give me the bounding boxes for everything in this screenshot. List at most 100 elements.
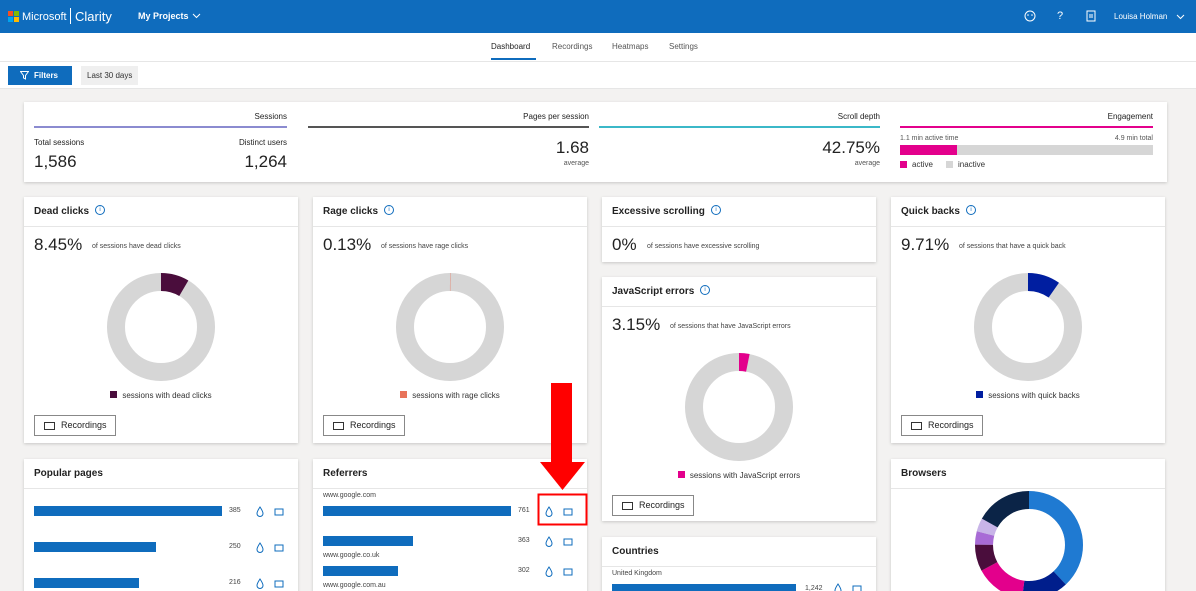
engagement-inactive	[900, 145, 1153, 155]
tab[interactable]: Settings	[669, 42, 698, 51]
info-icon: i	[95, 205, 105, 215]
card: JavaScript errors i 3.15% of sessions that …	[602, 277, 876, 521]
card: Countries United Kingdom 1,242	[602, 537, 876, 591]
bar	[34, 506, 222, 516]
legend-label: inactive	[958, 160, 986, 169]
metric-description: of sessions have excessive scrolling	[647, 243, 760, 250]
heatmap-icon	[256, 506, 264, 517]
divider	[24, 488, 298, 489]
bar	[323, 536, 413, 546]
legend-swatch	[110, 391, 118, 398]
recording-icon	[563, 538, 573, 546]
help-icon[interactable]: ?	[1057, 10, 1064, 22]
summary-value: 1,264	[244, 152, 287, 171]
bar	[323, 566, 398, 576]
toolbar: Filters Last 30 days	[0, 62, 1196, 89]
legend-swatch	[400, 391, 408, 398]
feedback-icon[interactable]	[1024, 10, 1036, 22]
row-actions[interactable]	[256, 578, 286, 590]
donut-segment	[975, 491, 1083, 591]
legend-label: active	[912, 160, 933, 169]
summary-card: Sessions Total sessions 1,586 Distinct u…	[24, 102, 1167, 182]
tab-bar	[0, 33, 1196, 62]
summary-title: Pages per session	[523, 112, 589, 121]
divider	[602, 566, 876, 567]
donut-track	[974, 273, 1082, 381]
card-title: Quick backs	[901, 206, 960, 217]
bar	[34, 578, 140, 588]
summary-title: Scroll depth	[837, 112, 880, 121]
recordings-button[interactable]: Recordings	[901, 415, 983, 436]
metric-description: of sessions have rage clicks	[381, 243, 469, 250]
recording-icon	[274, 580, 284, 588]
row-actions[interactable]	[545, 536, 575, 548]
metric-value: 8.45%	[34, 235, 83, 254]
date-range[interactable]: Last 30 days	[81, 66, 139, 85]
row-actions[interactable]	[256, 506, 286, 518]
row-actions[interactable]	[545, 566, 575, 578]
tab[interactable]: Heatmaps	[612, 42, 649, 51]
docs-icon[interactable]	[1086, 10, 1096, 22]
row-actions[interactable]	[834, 583, 864, 591]
heatmap-icon	[256, 578, 264, 589]
engagement-active-label: 1.1 min active time	[900, 135, 959, 142]
recording-icon	[274, 544, 284, 552]
divider	[313, 226, 587, 227]
card-title: Popular pages	[34, 468, 103, 479]
legend-swatch	[976, 391, 984, 398]
heatmap-icon	[256, 542, 264, 553]
logo	[8, 11, 19, 22]
summary-value: 1.68	[555, 138, 589, 157]
donut	[685, 353, 793, 461]
card-title: Browsers	[901, 468, 947, 479]
legend-label: sessions with quick backs	[988, 391, 1080, 400]
summary-title: Engagement	[1107, 112, 1153, 121]
button-label: Recordings	[350, 420, 396, 430]
project-menu[interactable]: My Projects	[138, 11, 189, 21]
summary-title: Sessions	[254, 112, 287, 121]
legend-label: sessions with rage clicks	[412, 391, 500, 400]
legend: sessions with dead clicks	[24, 391, 298, 400]
engagement-legend: active inactive	[900, 160, 1153, 170]
row-actions[interactable]	[256, 542, 286, 554]
recording-icon	[563, 508, 573, 516]
user-menu[interactable]: Louisa Holman	[1114, 12, 1168, 21]
bar	[612, 584, 796, 591]
card: Quick backs i 9.71% of sessions that have a…	[891, 197, 1165, 443]
metric-description: of sessions have dead clicks	[92, 243, 181, 250]
product: Clarity	[75, 9, 112, 24]
filters-button[interactable]: Filters	[8, 66, 72, 85]
recording-icon	[274, 508, 284, 516]
bar-value: 1,242	[805, 585, 823, 591]
bar-value: 363	[518, 537, 530, 544]
card-title: Countries	[612, 546, 659, 557]
donut-track	[107, 273, 215, 381]
chevron	[1176, 14, 1185, 20]
row-label: www.google.com.au	[323, 582, 386, 589]
recordings-button[interactable]: Recordings	[34, 415, 116, 436]
camera-icon	[333, 422, 344, 430]
recordings-button[interactable]: Recordings	[612, 495, 694, 516]
engagement-active	[900, 145, 957, 155]
tab[interactable]: Dashboard	[491, 42, 531, 51]
filters-label: Filters	[34, 71, 59, 80]
metric-description: of sessions that have JavaScript errors	[670, 323, 791, 330]
donut	[396, 273, 504, 381]
top-bar: Microsoft Clarity My Projects ? Louisa H…	[0, 0, 1196, 33]
tab[interactable]: Recordings	[552, 42, 593, 51]
camera-icon	[44, 422, 55, 430]
summary-sub: average	[563, 160, 589, 167]
recordings-button[interactable]: Recordings	[323, 415, 405, 436]
donut-segment	[685, 353, 793, 461]
legend-label: sessions with JavaScript errors	[689, 471, 801, 480]
card-title: Rage clicks	[323, 206, 379, 217]
card: Referrers www.google.com 761 363 www.google.…	[313, 459, 587, 591]
card: Excessive scrolling i 0% of sessions have e…	[602, 197, 876, 262]
heatmap-icon	[834, 583, 842, 591]
row-actions[interactable]	[545, 506, 575, 518]
info-icon: i	[966, 205, 976, 215]
metric-value: 0.13%	[323, 235, 372, 254]
legend: sessions with rage clicks	[313, 391, 587, 400]
divider	[891, 226, 1165, 227]
legend-swatch	[946, 161, 953, 168]
